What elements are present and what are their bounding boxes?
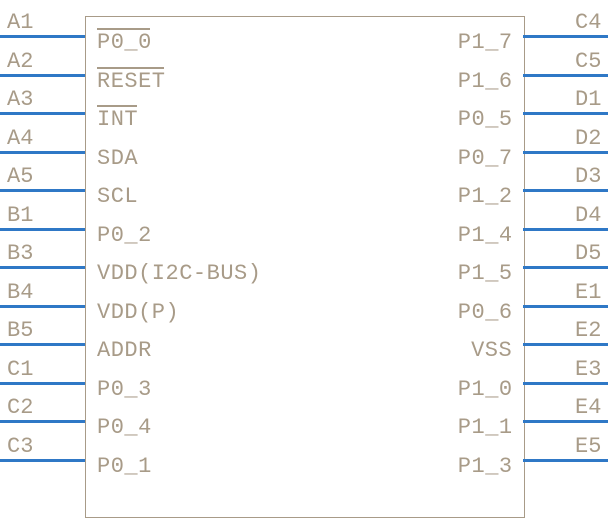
left-pin-line [0,382,85,385]
signal-label: P1_7 [458,30,513,55]
pin-number: C4 [575,10,601,35]
pin-number: A5 [7,164,33,189]
signal-label: P0_1 [97,454,152,479]
pin-number: B1 [7,203,33,228]
left-pin-line [0,228,85,231]
signal-label: P0_3 [97,377,152,402]
signal-label: P0_4 [97,415,152,440]
left-pin-line [0,305,85,308]
right-pin-line [523,343,608,346]
pin-number: D4 [575,203,601,228]
pin-number: A3 [7,87,33,112]
signal-label: P0_5 [458,107,513,132]
signal-label: INT [97,107,138,132]
left-pin-line [0,189,85,192]
right-pin-line [523,35,608,38]
pin-number: D3 [575,164,601,189]
pin-number: A2 [7,49,33,74]
signal-label: P0_0 [97,30,152,55]
pin-number: E5 [575,434,601,459]
right-pin-line [523,305,608,308]
pin-number: B3 [7,241,33,266]
overline [97,28,150,30]
signal-label: ADDR [97,338,152,363]
overline [97,105,137,107]
pin-number: E1 [575,280,601,305]
right-pin-line [523,151,608,154]
signal-label: P1_0 [458,377,513,402]
right-pin-line [523,189,608,192]
signal-label: P1_6 [458,69,513,94]
pin-number: B5 [7,318,33,343]
right-pin-line [523,266,608,269]
signal-label: P0_6 [458,300,513,325]
signal-label: P1_5 [458,261,513,286]
signal-label: P0_2 [97,223,152,248]
signal-label: VDD(P) [97,300,179,325]
left-pin-line [0,151,85,154]
pin-number: B4 [7,280,33,305]
signal-label: P1_1 [458,415,513,440]
pinout-diagram: A1 P0_0 A2 RESET A3 INT A4 SDA A5 SCL B1 P0_2 B3 VDD(… [0,0,608,532]
pin-number: C2 [7,395,33,420]
right-pin-line [523,459,608,462]
left-pin-line [0,420,85,423]
pin-number: A4 [7,126,33,151]
signal-label: VDD(I2C-BUS) [97,261,261,286]
signal-label: RESET [97,69,166,94]
right-pin-line [523,420,608,423]
left-pin-line [0,266,85,269]
pin-number: E4 [575,395,601,420]
pin-number: A1 [7,10,33,35]
pin-number: C5 [575,49,601,74]
pin-number: C3 [7,434,33,459]
signal-label: P1_4 [458,223,513,248]
signal-label: P0_7 [458,146,513,171]
pin-number: E2 [575,318,601,343]
right-pin-line [523,112,608,115]
pin-number: E3 [575,357,601,382]
left-pin-line [0,459,85,462]
pin-number: D1 [575,87,601,112]
signal-label: SDA [97,146,138,171]
signal-label: VSS [471,338,512,363]
left-pin-line [0,35,85,38]
pin-number: D2 [575,126,601,151]
right-pin-line [523,382,608,385]
pin-number: C1 [7,357,33,382]
signal-label: SCL [97,184,138,209]
pin-number: D5 [575,241,601,266]
overline [97,67,164,69]
left-pin-line [0,343,85,346]
left-pin-line [0,74,85,77]
right-pin-line [523,228,608,231]
right-pin-line [523,74,608,77]
left-pin-line [0,112,85,115]
signal-label: P1_2 [458,184,513,209]
signal-label: P1_3 [458,454,513,479]
